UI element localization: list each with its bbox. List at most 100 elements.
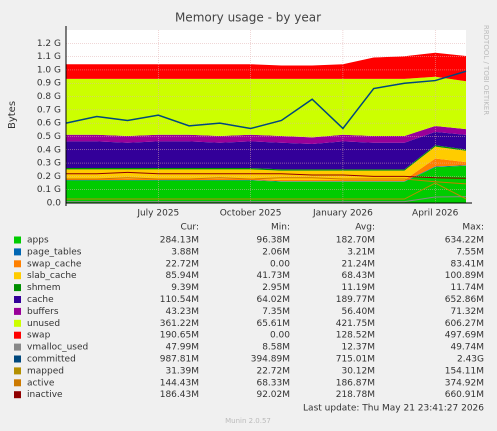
legend-swatch bbox=[14, 343, 21, 351]
legend-stat: 9.39M bbox=[171, 283, 199, 293]
line bbox=[66, 182, 467, 200]
legend-stat: 3.21M bbox=[347, 247, 375, 257]
legend-stat: 2.43G bbox=[457, 355, 484, 365]
legend-stat: 0.00 bbox=[270, 331, 290, 341]
last-update: Last update: Thu May 21 23:41:27 2026 bbox=[303, 404, 484, 414]
legend-entry: unused bbox=[27, 319, 60, 329]
legend-swatch bbox=[14, 379, 21, 387]
legend-stat: 3.88M bbox=[171, 247, 199, 257]
legend-stat: 71.32M bbox=[450, 307, 484, 317]
y-tick-label: 0.7 G bbox=[37, 105, 61, 115]
legend-entry: mapped bbox=[27, 366, 64, 376]
legend-stat: 361.22M bbox=[160, 319, 199, 329]
legend-swatch bbox=[14, 272, 21, 280]
area bbox=[66, 165, 466, 182]
legend-header: Avg: bbox=[355, 223, 375, 233]
legend-stat: 394.89M bbox=[251, 355, 290, 365]
legend-entry: swap_cache bbox=[27, 259, 82, 269]
legend-stat: 144.43M bbox=[160, 378, 199, 388]
legend-stat: 182.70M bbox=[336, 236, 375, 246]
legend-swatch bbox=[14, 319, 21, 327]
y-tick-label: 1.2 G bbox=[37, 39, 61, 49]
area bbox=[66, 165, 466, 203]
legend-stat: 22.72M bbox=[256, 366, 290, 376]
legend-header: Cur: bbox=[180, 223, 199, 233]
area bbox=[66, 52, 466, 82]
legend-swatch bbox=[14, 367, 21, 375]
legend-swatch bbox=[14, 260, 21, 268]
legend-stat: 22.72M bbox=[165, 259, 199, 269]
legend-stat: 7.35M bbox=[262, 307, 290, 317]
legend-stat: 284.13M bbox=[160, 236, 199, 246]
legend-swatch bbox=[14, 248, 21, 256]
area bbox=[66, 145, 466, 171]
line bbox=[66, 171, 467, 179]
legend-stat: 606.27M bbox=[445, 319, 484, 329]
legend-stat: 30.12M bbox=[341, 366, 375, 376]
chart-title: Memory usage - by year bbox=[175, 11, 321, 25]
area bbox=[66, 125, 466, 145]
legend-stat: 374.92M bbox=[445, 378, 484, 388]
legend-stat: 660.91M bbox=[445, 390, 484, 400]
legend-entry: vmalloc_used bbox=[27, 343, 88, 353]
legend-stat: 68.43M bbox=[341, 271, 375, 281]
legend-entry: committed bbox=[27, 355, 76, 365]
y-tick-label: 0.0 bbox=[47, 199, 62, 209]
legend-entry: buffers bbox=[27, 307, 59, 317]
legend-swatch bbox=[14, 355, 21, 363]
legend-stat: 497.69M bbox=[445, 331, 484, 341]
y-tick-label: 0.2 G bbox=[37, 172, 61, 182]
legend-entry: cache bbox=[27, 295, 54, 305]
legend-stat: 2.95M bbox=[262, 283, 290, 293]
legend-swatch bbox=[14, 236, 21, 244]
legend-stat: 83.41M bbox=[450, 259, 484, 269]
legend-stat: 218.78M bbox=[336, 390, 375, 400]
legend-stat: 11.19M bbox=[341, 283, 375, 293]
legend-stat: 92.02M bbox=[256, 390, 290, 400]
y-tick-label: 0.4 G bbox=[37, 145, 61, 155]
x-tick-label: October 2025 bbox=[220, 209, 282, 219]
legend-stat: 49.74M bbox=[450, 343, 484, 353]
x-tick-label: January 2026 bbox=[312, 209, 373, 219]
legend-stat: 68.33M bbox=[256, 378, 290, 388]
legend-stat: 41.73M bbox=[256, 271, 290, 281]
legend-stat: 12.37M bbox=[341, 343, 375, 353]
legend-entry: inactive bbox=[27, 390, 63, 400]
legend-stat: 56.40M bbox=[341, 307, 375, 317]
legend-entry: active bbox=[27, 378, 55, 388]
legend-stat: 7.55M bbox=[456, 247, 484, 257]
legend-swatch bbox=[14, 284, 21, 292]
legend-swatch bbox=[14, 296, 21, 303]
legend-entry: page_tables bbox=[27, 247, 82, 257]
legend-entry: swap bbox=[27, 331, 51, 341]
legend-stat: 110.54M bbox=[160, 295, 199, 305]
legend-stat: 186.87M bbox=[336, 378, 375, 388]
legend-stat: 21.24M bbox=[341, 259, 375, 269]
side-text: RRDTOOL / TOBI OETIKER bbox=[482, 25, 490, 115]
y-tick-label: 0.9 G bbox=[37, 79, 61, 89]
y-tick-label: 0.5 G bbox=[37, 132, 61, 142]
legend-entry: apps bbox=[27, 236, 49, 246]
legend-stat: 987.81M bbox=[160, 355, 199, 365]
legend-stat: 2.06M bbox=[262, 247, 290, 257]
legend-stat: 31.39M bbox=[165, 366, 199, 376]
legend-stat: 96.38M bbox=[256, 236, 290, 246]
legend-entry: slab_cache bbox=[27, 271, 77, 281]
legend-stat: 128.52M bbox=[336, 331, 375, 341]
y-tick-label: 1.0 G bbox=[37, 65, 61, 75]
line bbox=[66, 196, 467, 203]
y-tick-label: 0.6 G bbox=[37, 119, 61, 129]
legend-stat: 11.74M bbox=[450, 283, 484, 293]
y-axis-label: Bytes bbox=[7, 101, 18, 129]
legend-stat: 715.01M bbox=[336, 355, 375, 365]
legend-stat: 65.61M bbox=[256, 319, 290, 329]
y-tick-label: 1.1 G bbox=[37, 52, 61, 62]
x-tick-label: April 2026 bbox=[412, 209, 459, 219]
line bbox=[65, 70, 467, 130]
legend-stat: 634.22M bbox=[445, 236, 484, 246]
legend-stat: 652.86M bbox=[445, 295, 484, 305]
legend-stat: 8.58M bbox=[262, 343, 290, 353]
legend-swatch bbox=[14, 307, 21, 315]
legend-stat: 47.99M bbox=[165, 343, 199, 353]
